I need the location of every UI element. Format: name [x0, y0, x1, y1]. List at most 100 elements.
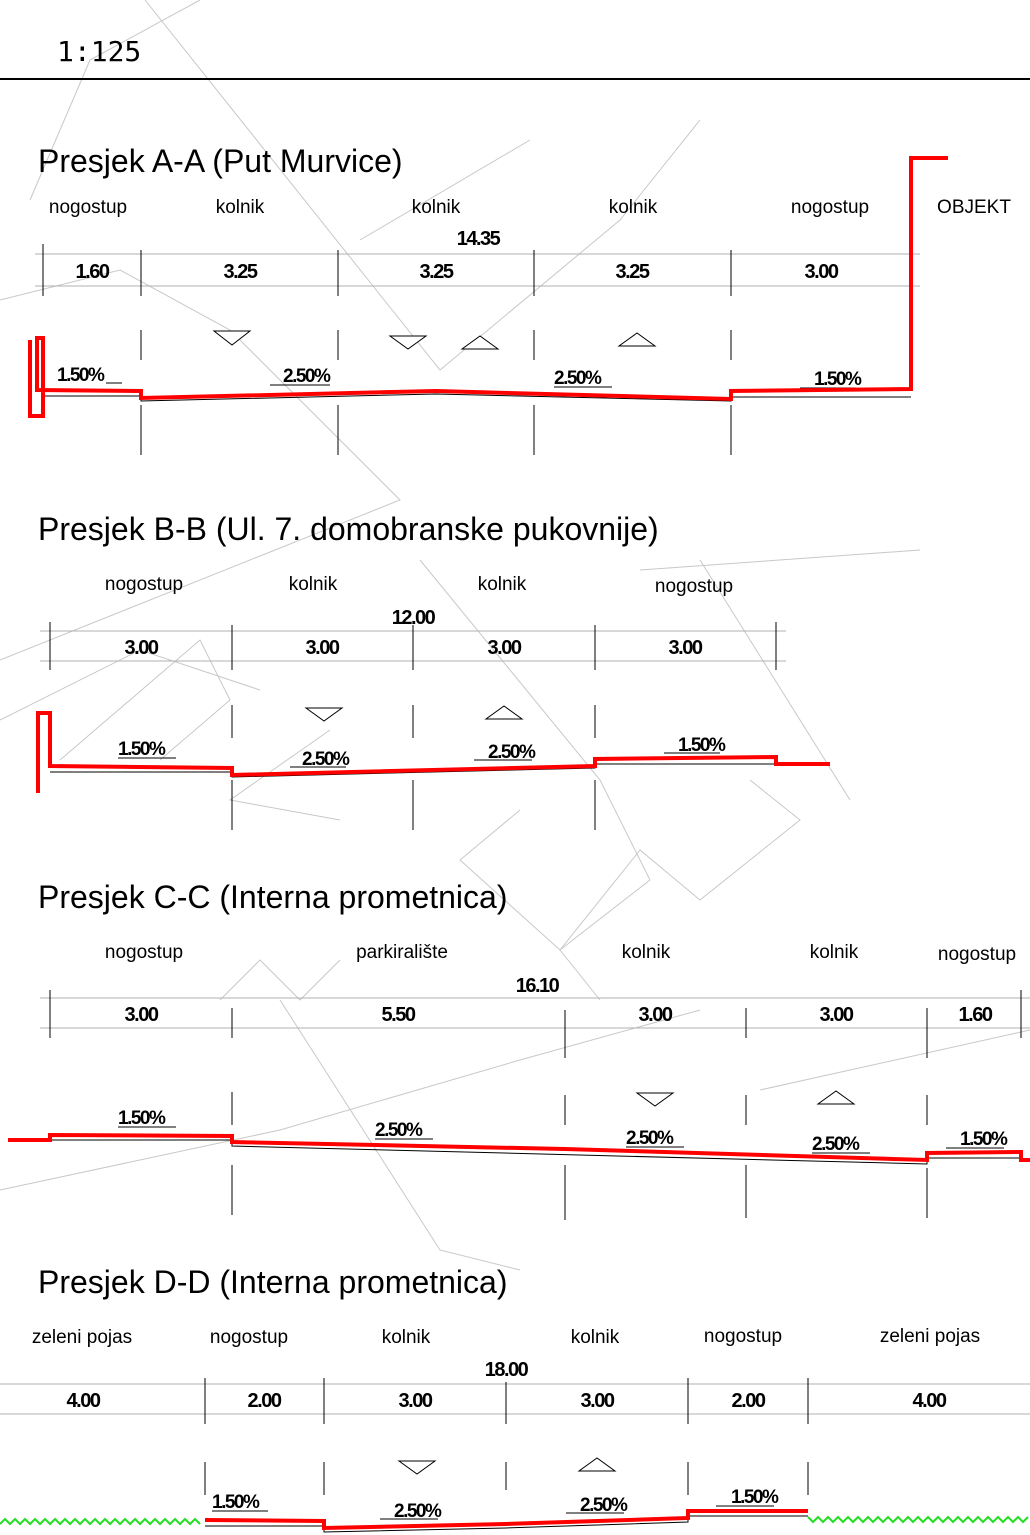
- slope-arrow-up: [484, 705, 524, 720]
- slope-label: 1.50%: [814, 369, 862, 390]
- slope-labels: 1.50% 2.50% 2.50% 1.50%: [212, 1487, 780, 1522]
- lane-divider-lines: [140, 330, 732, 455]
- section-title: Presjek C-C (Interna prometnica): [38, 879, 507, 915]
- lane-width: 3.00: [820, 1004, 854, 1026]
- green-belt-left: [0, 1517, 201, 1526]
- section-title: Presjek A-A (Put Murvice): [38, 143, 403, 179]
- lane-label: nogostup: [105, 942, 183, 963]
- lane-divider-lines: [204, 1462, 809, 1495]
- slope-labels: 1.50% 2.50% 2.50% 1.50%: [57, 365, 863, 390]
- dimension-lines: [40, 990, 1030, 1058]
- slope-label: 2.50%: [812, 1134, 860, 1155]
- green-belt-right: [807, 1515, 1029, 1524]
- lane-label: nogostup: [791, 197, 869, 218]
- slope-label: 2.50%: [283, 366, 331, 387]
- dimension-lines: [35, 244, 920, 296]
- lane-width: 3.00: [399, 1390, 433, 1412]
- lane-width: 3.25: [420, 261, 454, 283]
- lane-width: 3.00: [488, 637, 522, 659]
- section-a-a: Presjek A-A (Put Murvice) nogostup kolni…: [28, 143, 1011, 455]
- lane-label: OBJEKT: [937, 197, 1011, 218]
- total-width: 18.00: [485, 1359, 529, 1381]
- slope-label: 1.50%: [960, 1129, 1008, 1150]
- section-title: Presjek B-B (Ul. 7. domobranske pukovnij…: [38, 511, 659, 547]
- slope-label: 1.50%: [57, 365, 105, 386]
- slope-label: 1.50%: [118, 739, 166, 760]
- slope-labels: 1.50% 2.50% 2.50% 2.50% 1.50%: [118, 1108, 1009, 1155]
- lane-width: 2.00: [248, 1390, 282, 1412]
- section-d-d: Presjek D-D (Interna prometnica) zeleni …: [0, 1264, 1030, 1533]
- slope-arrow-down: [212, 330, 252, 346]
- dimension-lines: [0, 1378, 1030, 1424]
- slope-arrow-down: [397, 1460, 437, 1475]
- lane-divider-lines: [231, 705, 596, 830]
- lane-width: 3.00: [669, 637, 703, 659]
- lane-label: kolnik: [216, 197, 265, 218]
- lane-label: zeleni pojas: [880, 1326, 980, 1347]
- road-profile: [36, 711, 830, 793]
- slope-label: 2.50%: [554, 368, 602, 389]
- lane-width: 3.00: [639, 1004, 673, 1026]
- lane-width: 3.00: [805, 261, 839, 283]
- lane-label: kolnik: [810, 942, 859, 963]
- slope-label: 2.50%: [488, 742, 536, 763]
- lane-width: 3.25: [224, 261, 258, 283]
- background-site-lines: [0, 0, 1030, 1271]
- slope-arrow-down: [388, 335, 428, 350]
- lane-width: 3.00: [125, 637, 159, 659]
- slope-label: 1.50%: [212, 1492, 260, 1513]
- lane-label: kolnik: [571, 1327, 620, 1348]
- slope-label: 1.50%: [731, 1487, 779, 1508]
- slope-arrow-up: [816, 1090, 856, 1105]
- slope-label: 2.50%: [375, 1120, 423, 1141]
- slope-arrow-up: [577, 1457, 617, 1472]
- lane-label: nogostup: [49, 197, 127, 218]
- lane-width: 1.60: [76, 261, 110, 283]
- lane-width: 4.00: [913, 1390, 947, 1412]
- road-profile: [8, 1132, 1030, 1163]
- lane-label: nogostup: [938, 944, 1016, 965]
- total-width: 12.00: [392, 607, 436, 629]
- scale-label: 1:125: [57, 35, 141, 68]
- slope-arrow-up: [617, 332, 657, 347]
- lane-label: kolnik: [622, 942, 671, 963]
- lane-width: 2.00: [732, 1390, 766, 1412]
- slope-label: 1.50%: [678, 735, 726, 756]
- total-width: 14.35: [457, 228, 501, 250]
- slope-arrow-up: [460, 335, 500, 350]
- lane-width: 4.00: [67, 1390, 101, 1412]
- section-c-c: Presjek C-C (Interna prometnica) nogostu…: [8, 879, 1030, 1220]
- lane-label: nogostup: [655, 576, 733, 597]
- lane-width: 1.60: [959, 1004, 993, 1026]
- road-profile: [28, 156, 948, 418]
- lane-label: parkiralište: [356, 942, 448, 963]
- section-title: Presjek D-D (Interna prometnica): [38, 1264, 507, 1300]
- slope-labels: 1.50% 2.50% 2.50% 1.50%: [118, 735, 727, 770]
- lane-width: 5.50: [382, 1004, 416, 1026]
- lane-label: zeleni pojas: [32, 1327, 132, 1348]
- slope-arrow-down: [635, 1092, 675, 1107]
- slope-label: 2.50%: [580, 1495, 628, 1516]
- lane-label: nogostup: [210, 1327, 288, 1348]
- lane-label: kolnik: [478, 574, 527, 595]
- lane-divider-lines: [231, 1092, 928, 1220]
- lane-label: kolnik: [609, 197, 658, 218]
- slope-label: 2.50%: [302, 749, 350, 770]
- slope-label: 2.50%: [626, 1128, 674, 1149]
- total-width: 16.10: [516, 975, 560, 997]
- lane-width: 3.00: [581, 1390, 615, 1412]
- slope-arrow-down: [304, 707, 344, 722]
- road-profile: [204, 1509, 808, 1531]
- dimension-lines: [40, 622, 786, 670]
- base-layer-line: [50, 1139, 1021, 1165]
- lane-label: kolnik: [289, 574, 338, 595]
- lane-label: kolnik: [382, 1327, 431, 1348]
- lane-label: kolnik: [412, 197, 461, 218]
- slope-label: 2.50%: [394, 1501, 442, 1522]
- section-b-b: Presjek B-B (Ul. 7. domobranske pukovnij…: [36, 511, 830, 830]
- lane-width: 3.00: [306, 637, 340, 659]
- slope-label: 1.50%: [118, 1108, 166, 1129]
- lane-label: nogostup: [704, 1326, 782, 1347]
- lane-width: 3.25: [616, 261, 650, 283]
